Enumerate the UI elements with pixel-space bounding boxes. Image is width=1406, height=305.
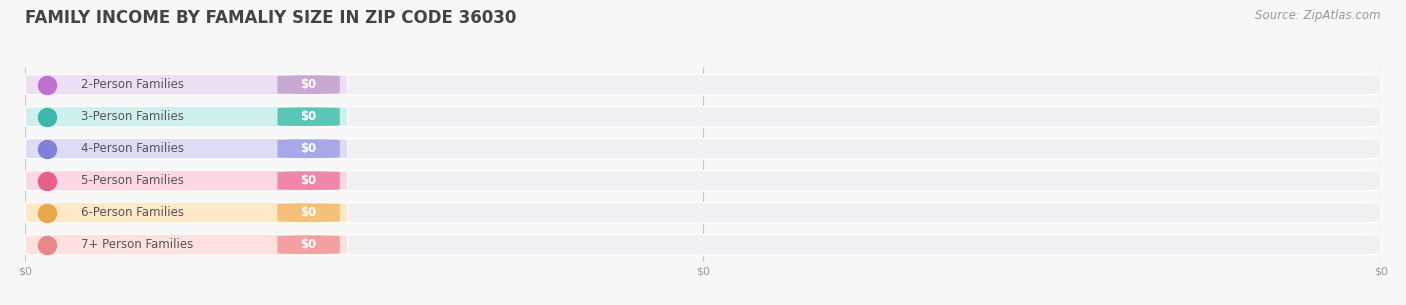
FancyBboxPatch shape bbox=[25, 106, 1381, 127]
Text: 4-Person Families: 4-Person Families bbox=[82, 142, 184, 155]
Text: $0: $0 bbox=[301, 206, 316, 219]
FancyBboxPatch shape bbox=[277, 171, 340, 190]
Text: FAMILY INCOME BY FAMALIY SIZE IN ZIP CODE 36030: FAMILY INCOME BY FAMALIY SIZE IN ZIP COD… bbox=[25, 9, 516, 27]
Text: $0: $0 bbox=[301, 238, 316, 251]
Text: $0: $0 bbox=[301, 142, 316, 155]
FancyBboxPatch shape bbox=[25, 106, 347, 127]
Text: 7+ Person Families: 7+ Person Families bbox=[82, 238, 193, 251]
FancyBboxPatch shape bbox=[277, 75, 340, 94]
Text: $0: $0 bbox=[301, 110, 316, 123]
Text: 5-Person Families: 5-Person Families bbox=[82, 174, 184, 187]
Text: $0: $0 bbox=[301, 78, 316, 91]
FancyBboxPatch shape bbox=[25, 138, 1381, 159]
FancyBboxPatch shape bbox=[25, 74, 1381, 95]
FancyBboxPatch shape bbox=[25, 138, 347, 159]
FancyBboxPatch shape bbox=[25, 170, 1381, 191]
FancyBboxPatch shape bbox=[277, 107, 340, 126]
FancyBboxPatch shape bbox=[277, 139, 340, 158]
Text: Source: ZipAtlas.com: Source: ZipAtlas.com bbox=[1256, 9, 1381, 22]
Text: 3-Person Families: 3-Person Families bbox=[82, 110, 184, 123]
FancyBboxPatch shape bbox=[25, 235, 1381, 255]
FancyBboxPatch shape bbox=[277, 235, 340, 254]
Text: 2-Person Families: 2-Person Families bbox=[82, 78, 184, 91]
Text: 6-Person Families: 6-Person Families bbox=[82, 206, 184, 219]
FancyBboxPatch shape bbox=[277, 203, 340, 222]
FancyBboxPatch shape bbox=[25, 203, 1381, 223]
FancyBboxPatch shape bbox=[25, 203, 347, 223]
Text: $0: $0 bbox=[301, 174, 316, 187]
FancyBboxPatch shape bbox=[25, 235, 347, 255]
FancyBboxPatch shape bbox=[25, 74, 347, 95]
FancyBboxPatch shape bbox=[25, 170, 347, 191]
